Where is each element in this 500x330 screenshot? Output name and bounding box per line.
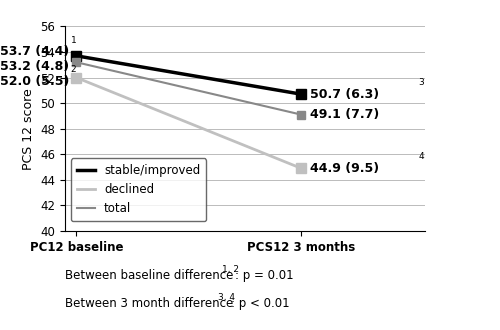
Legend: stable/improved, declined, total: stable/improved, declined, total — [71, 158, 206, 221]
Text: 53.2 (4.8): 53.2 (4.8) — [0, 60, 70, 73]
Text: 52.0 (5.5): 52.0 (5.5) — [0, 75, 70, 88]
Text: : p = 0.01: : p = 0.01 — [235, 269, 294, 282]
Text: 2: 2 — [70, 65, 76, 74]
Text: Between baseline difference: Between baseline difference — [65, 269, 234, 282]
Text: 3: 3 — [418, 78, 424, 87]
Y-axis label: PCS 12 score: PCS 12 score — [22, 88, 35, 170]
Text: 4: 4 — [418, 152, 424, 161]
Text: 1: 1 — [70, 36, 76, 45]
Text: 1, 2: 1, 2 — [222, 265, 240, 274]
Text: 53.7 (4.4): 53.7 (4.4) — [0, 46, 70, 58]
Text: : p < 0.01: : p < 0.01 — [231, 297, 290, 310]
Text: 3, 4: 3, 4 — [218, 293, 235, 302]
Text: Between 3 month difference: Between 3 month difference — [65, 297, 233, 310]
Text: 44.9 (9.5): 44.9 (9.5) — [310, 162, 380, 175]
Text: 50.7 (6.3): 50.7 (6.3) — [310, 88, 380, 101]
Text: 49.1 (7.7): 49.1 (7.7) — [310, 108, 380, 121]
